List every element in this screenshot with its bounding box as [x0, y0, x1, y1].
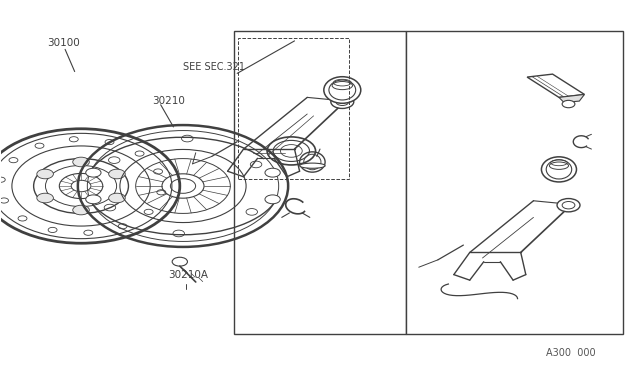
Ellipse shape [300, 163, 325, 168]
Circle shape [331, 95, 354, 109]
Circle shape [73, 205, 90, 215]
Circle shape [86, 195, 101, 204]
Circle shape [86, 168, 101, 177]
Circle shape [172, 257, 188, 266]
Text: A300  000: A300 000 [546, 348, 596, 358]
Bar [406, 31, 623, 334]
Circle shape [37, 169, 53, 179]
Ellipse shape [549, 162, 568, 169]
Ellipse shape [332, 81, 353, 90]
Circle shape [73, 157, 90, 167]
Circle shape [265, 195, 280, 204]
Polygon shape [527, 74, 584, 97]
Text: SEE SEC.321: SEE SEC.321 [183, 62, 245, 72]
Text: 30210: 30210 [152, 96, 186, 106]
Circle shape [109, 169, 125, 179]
Circle shape [109, 193, 125, 203]
Circle shape [265, 168, 280, 177]
Bar [239, 38, 349, 179]
Circle shape [562, 100, 575, 108]
Circle shape [557, 199, 580, 212]
Circle shape [37, 193, 53, 203]
Ellipse shape [324, 77, 361, 103]
Text: 30210A: 30210A [168, 270, 209, 280]
Text: 30100: 30100 [47, 38, 80, 48]
Ellipse shape [541, 157, 577, 182]
Bar [234, 31, 406, 334]
Polygon shape [559, 94, 584, 103]
